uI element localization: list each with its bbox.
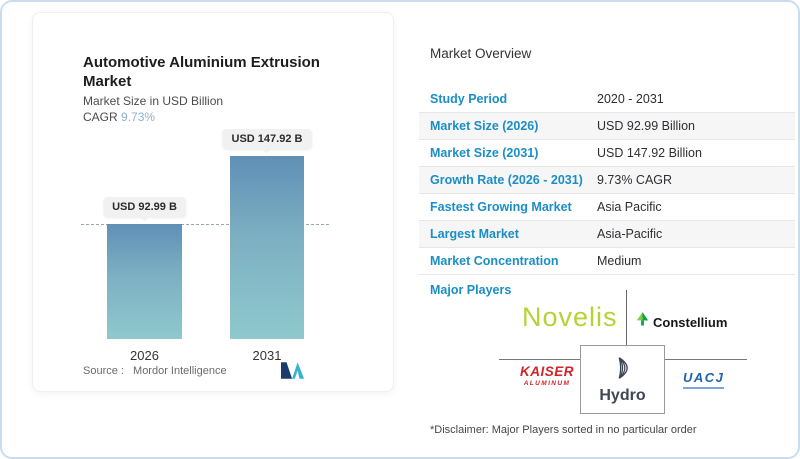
mordor-intelligence-logo-icon bbox=[281, 362, 305, 382]
chart-title: Automotive Aluminium Extrusion Market bbox=[83, 54, 320, 91]
bar-2031-value-label: USD 147.92 B bbox=[222, 129, 312, 149]
disclaimer-text: *Disclaimer: Major Players sorted in no … bbox=[430, 424, 697, 436]
table-row: Market Concentration Medium bbox=[419, 248, 795, 275]
row-label: Market Concentration bbox=[430, 254, 559, 268]
chart-subtitle: Market Size in USD Billion bbox=[83, 94, 224, 108]
players-vertical-divider bbox=[626, 290, 627, 345]
hydro-logo: Hydro bbox=[580, 345, 665, 414]
table-row: Market Size (2031) USD 147.92 Billion bbox=[419, 140, 795, 167]
row-value: Asia Pacific bbox=[597, 200, 662, 214]
source-row: Source : Mordor Intelligence bbox=[83, 362, 363, 379]
table-row: Growth Rate (2026 - 2031) 9.73% CAGR bbox=[419, 167, 795, 194]
row-value: 2020 - 2031 bbox=[597, 92, 664, 106]
row-value: Asia-Pacific bbox=[597, 227, 663, 241]
table-row: Fastest Growing Market Asia Pacific bbox=[419, 194, 795, 221]
row-value: USD 92.99 Billion bbox=[597, 119, 695, 133]
cagr-label: CAGR bbox=[83, 110, 118, 124]
bar-2026-category: 2026 bbox=[130, 348, 159, 363]
table-row: Largest Market Asia-Pacific bbox=[419, 221, 795, 248]
row-label: Fastest Growing Market bbox=[430, 200, 572, 214]
major-players-label: Major Players bbox=[430, 283, 512, 297]
constellium-tree-icon bbox=[636, 312, 649, 332]
source-label: Source : bbox=[83, 365, 124, 377]
row-value: Medium bbox=[597, 254, 642, 268]
bar-2031-category: 2031 bbox=[252, 348, 282, 363]
dashed-reference-line bbox=[81, 224, 329, 225]
row-label: Market Size (2031) bbox=[430, 146, 539, 160]
row-label: Market Size (2026) bbox=[430, 119, 539, 133]
kaiser-wordmark: KAISER bbox=[519, 364, 574, 379]
row-value: USD 147.92 Billion bbox=[597, 146, 702, 160]
uacj-logo: UACJ bbox=[683, 370, 725, 389]
row-label: Growth Rate (2026 - 2031) bbox=[430, 173, 583, 187]
table-row: Study Period 2020 - 2031 bbox=[419, 86, 795, 113]
players-horizontal-divider-right bbox=[665, 359, 747, 360]
constellium-logo: Constellium bbox=[636, 312, 727, 332]
row-label: Study Period bbox=[430, 92, 508, 106]
source-value: Mordor Intelligence bbox=[133, 365, 227, 377]
cagr-line: CAGR 9.73% bbox=[83, 110, 155, 124]
row-label: Largest Market bbox=[430, 227, 519, 241]
hydro-arcs-icon bbox=[606, 355, 640, 386]
bar-2026: USD 92.99 B 2026 bbox=[103, 197, 186, 363]
kaiser-aluminum-subtext: ALUMINUM bbox=[523, 380, 571, 387]
players-horizontal-divider-left bbox=[499, 359, 580, 360]
hydro-wordmark: Hydro bbox=[599, 386, 646, 404]
table-row: Market Size (2026) USD 92.99 Billion bbox=[419, 113, 795, 140]
bar-2026-value-label: USD 92.99 B bbox=[103, 197, 186, 217]
kaiser-aluminum-logo: KAISER ALUMINUM bbox=[511, 364, 583, 387]
bar-chart: USD 92.99 B 2026 USD 147.92 B 2031 bbox=[33, 129, 395, 363]
constellium-wordmark: Constellium bbox=[653, 314, 728, 330]
overview-title: Market Overview bbox=[430, 46, 532, 61]
overview-table: Study Period 2020 - 2031 Market Size (20… bbox=[419, 86, 795, 275]
cagr-value: 9.73% bbox=[121, 110, 156, 124]
novelis-logo: Novelis bbox=[522, 302, 618, 332]
bar-2031: USD 147.92 B 2031 bbox=[222, 129, 312, 363]
row-value: 9.73% CAGR bbox=[597, 173, 673, 187]
chart-card: Automotive Aluminium Extrusion Market Ma… bbox=[32, 12, 394, 392]
